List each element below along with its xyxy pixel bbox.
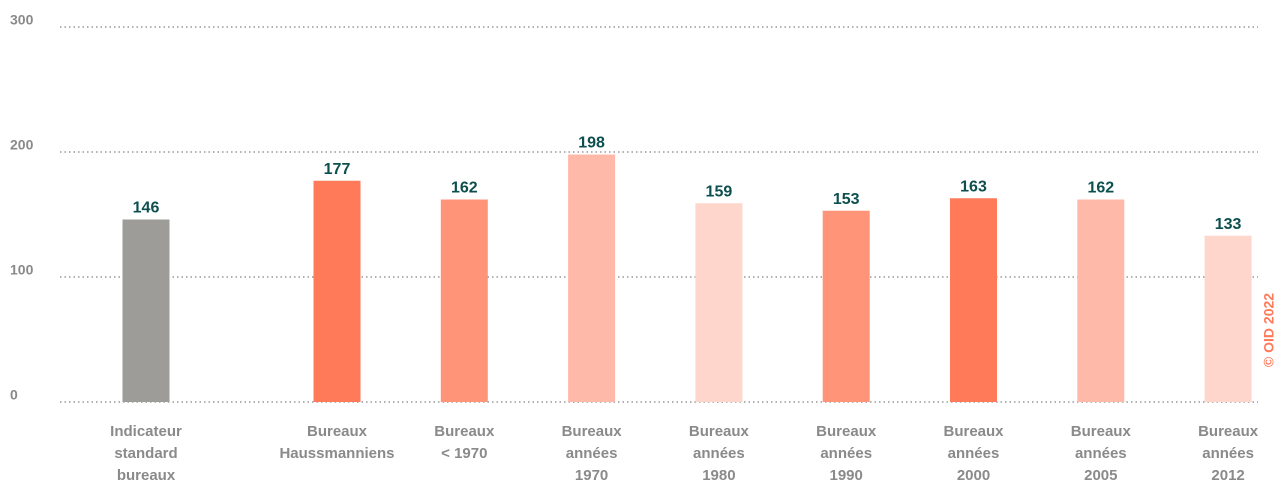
x-tick-label: < 1970 [441, 445, 487, 462]
bar [1077, 199, 1125, 402]
x-tick-label: 2000 [957, 467, 990, 482]
x-tick-label: 1990 [830, 467, 863, 482]
bar [695, 203, 743, 402]
value-label: 153 [833, 191, 860, 208]
value-label: 162 [451, 180, 478, 197]
value-label: 162 [1087, 180, 1114, 197]
value-label: 177 [324, 161, 351, 178]
x-tick-label: standard [114, 445, 177, 462]
x-tick-label: Bureaux [307, 423, 368, 440]
x-tick-label: Indicateur [110, 423, 182, 440]
bar [950, 198, 997, 402]
x-tick-label: Haussmanniens [279, 445, 394, 462]
x-tick-label: 1980 [702, 467, 735, 482]
x-tick-label: Bureaux [943, 423, 1004, 440]
value-label: 146 [133, 200, 160, 217]
value-label: 163 [960, 178, 987, 195]
x-tick-label: années [820, 445, 872, 462]
y-tick-label: 0 [10, 387, 18, 403]
x-tick-label: années [1202, 445, 1254, 462]
x-tick-label: bureaux [117, 467, 176, 482]
x-tick-label: Bureaux [1071, 423, 1132, 440]
bar [440, 199, 488, 402]
y-tick-label: 200 [10, 137, 34, 153]
x-tick-label: Bureaux [689, 423, 750, 440]
x-tick-label: années [566, 445, 618, 462]
x-tick-label: années [693, 445, 745, 462]
x-tick-label: 2005 [1084, 467, 1117, 482]
y-tick-label: 100 [10, 262, 34, 278]
y-tick-label: 300 [10, 12, 34, 28]
value-label: 159 [706, 183, 733, 200]
x-tick-label: années [948, 445, 1000, 462]
bar [1204, 235, 1252, 402]
x-tick-label: 1970 [575, 467, 608, 482]
x-tick-label: 2012 [1211, 467, 1244, 482]
bar [568, 154, 616, 402]
bar [822, 210, 870, 402]
bar [313, 180, 361, 402]
x-tick-label: années [1075, 445, 1127, 462]
x-tick-label: Bureaux [562, 423, 623, 440]
bar [122, 219, 170, 402]
x-tick-label: Bureaux [816, 423, 877, 440]
value-label: 133 [1215, 216, 1242, 233]
x-tick-label: Bureaux [434, 423, 495, 440]
x-tick-label: Bureaux [1198, 423, 1259, 440]
copyright: © OID 2022 [1261, 293, 1277, 367]
value-label: 198 [578, 135, 605, 152]
